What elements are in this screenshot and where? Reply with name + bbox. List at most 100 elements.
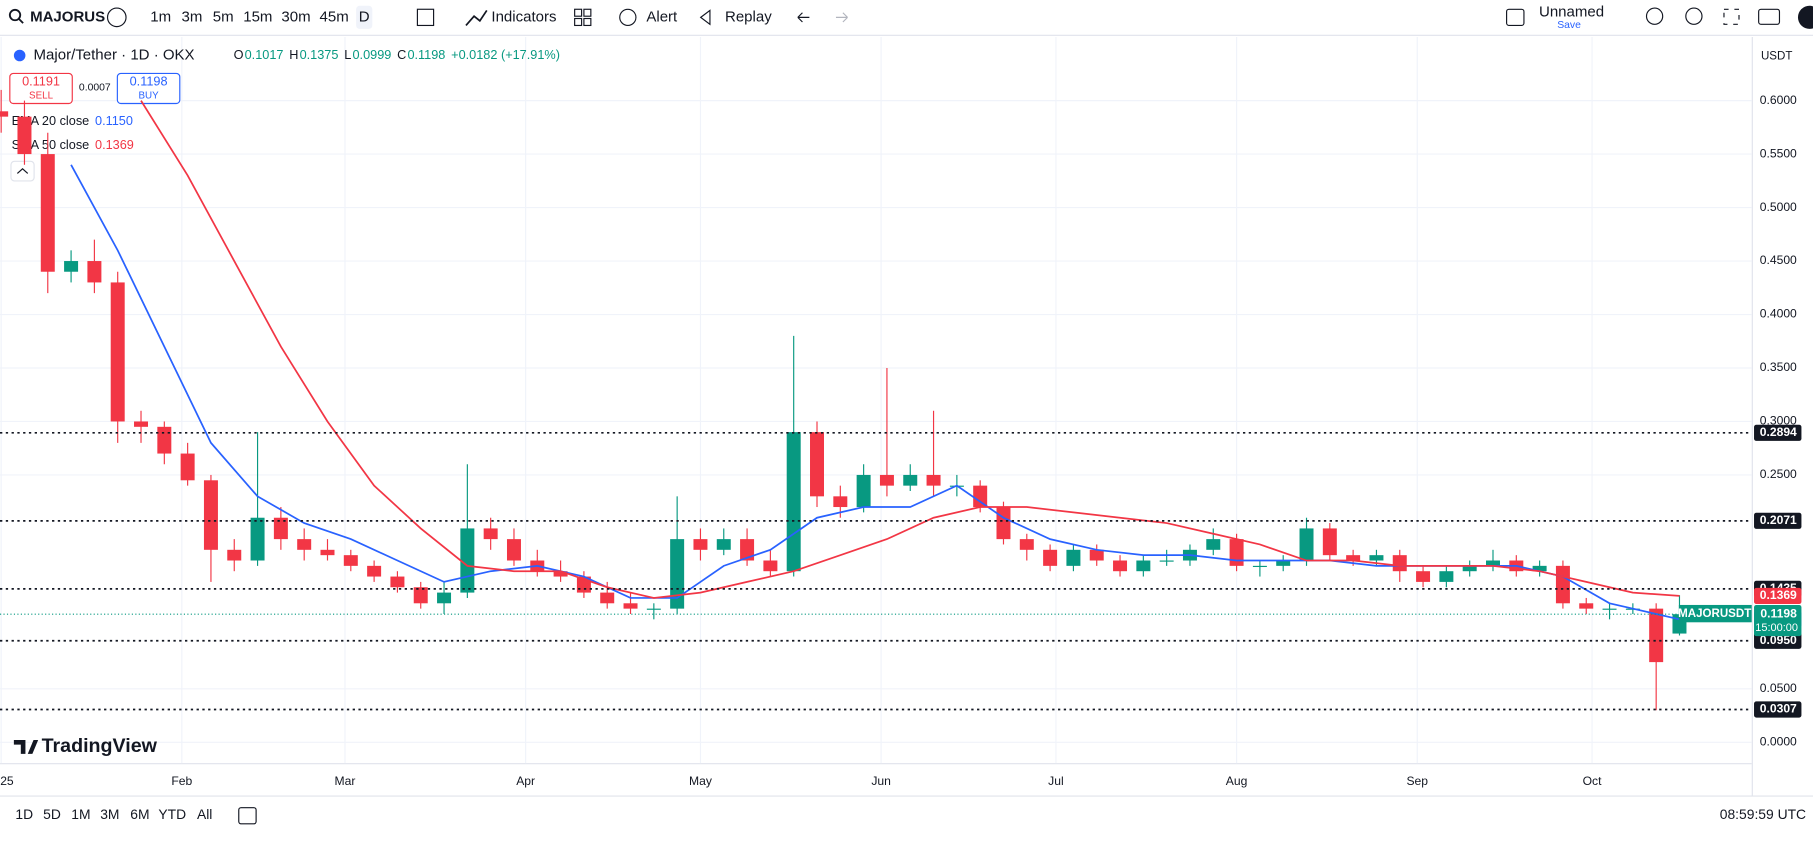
countdown: 15:00:00 <box>1755 622 1798 634</box>
interval[interactable]: 45m <box>320 8 349 25</box>
fullscreen[interactable] <box>1723 8 1740 25</box>
interval[interactable]: 3m <box>182 8 203 25</box>
y-tick-label: 0.3000 <box>1760 414 1797 428</box>
candle-body <box>1346 555 1361 561</box>
level-tag-label: 0.2894 <box>1760 425 1797 439</box>
buy-price[interactable]: 0.1198 <box>130 73 168 88</box>
candle-body <box>879 474 894 486</box>
range-button[interactable]: 1M <box>71 806 90 822</box>
candle-body <box>180 453 195 481</box>
candle-body <box>1532 565 1547 572</box>
replay-button[interactable]: Replay <box>725 8 772 25</box>
level-tag <box>1754 424 1802 441</box>
ohlc-label: L <box>344 47 351 62</box>
candle-body <box>1369 555 1384 561</box>
candle-body <box>1229 539 1244 566</box>
x-tick-label: Sep <box>1406 774 1428 788</box>
indicators-button[interactable]: Indicators <box>491 8 556 25</box>
candle-body <box>903 474 918 486</box>
x-tick-label: May <box>689 774 713 788</box>
candle-body <box>1159 560 1174 562</box>
indicators-icon <box>465 9 488 27</box>
candle-body <box>203 480 218 550</box>
level-tag-label: 0.0307 <box>1760 702 1797 716</box>
candle-body <box>1043 549 1058 566</box>
redo-icon[interactable] <box>835 12 848 23</box>
clock: 08:59:59 UTC <box>1720 806 1806 822</box>
range-button[interactable]: All <box>197 806 212 822</box>
level-tag-label: 0.0950 <box>1760 633 1797 647</box>
buy-label[interactable]: BUY <box>138 91 159 102</box>
interval-active <box>356 5 373 29</box>
interval[interactable]: 1m <box>150 8 171 25</box>
spread: 0.0007 <box>79 83 111 94</box>
interval[interactable]: D <box>359 8 370 25</box>
collapse-legend[interactable] <box>10 160 35 182</box>
sell-label[interactable]: SELL <box>29 91 54 102</box>
candle-body <box>273 517 288 540</box>
chart-type-icon[interactable] <box>416 8 435 27</box>
alert-button[interactable]: Alert <box>646 8 678 25</box>
last-price-tag <box>1754 604 1802 637</box>
legend-value: 0.1369 <box>95 137 134 152</box>
candle-body <box>413 587 428 604</box>
candle-body <box>1252 565 1267 568</box>
alert-icon[interactable] <box>619 8 637 27</box>
interval[interactable]: 5m <box>213 8 234 25</box>
add-symbol[interactable] <box>106 7 127 28</box>
date-range-icon[interactable] <box>238 807 257 825</box>
candle-body <box>1439 571 1454 582</box>
candle-body <box>1066 549 1081 566</box>
candle-body <box>693 539 708 550</box>
x-tick-label: Aug <box>1226 774 1248 788</box>
candle-body <box>1555 565 1570 604</box>
y-tick-label: 0.2500 <box>1760 467 1797 481</box>
candle-body <box>810 432 824 497</box>
level-tag <box>1754 701 1802 718</box>
undo-icon[interactable] <box>797 12 810 23</box>
layout-icon[interactable] <box>1506 8 1525 27</box>
y-tick-label: 0.0000 <box>1760 735 1797 749</box>
interval[interactable]: 15m <box>243 8 272 25</box>
watermark: TradingView <box>42 735 158 757</box>
interval[interactable]: 30m <box>281 8 310 25</box>
candle-body <box>250 517 265 561</box>
indicator-tag-label: 0.1369 <box>1760 588 1797 602</box>
candle-body <box>1136 560 1151 572</box>
screenshot[interactable] <box>1758 8 1781 25</box>
range-button[interactable]: 5D <box>43 806 61 822</box>
candle-body <box>343 555 358 566</box>
x-tick-label: 25 <box>0 774 14 788</box>
y-tick-label: 0.5000 <box>1760 200 1797 214</box>
sell-price[interactable]: 0.1191 <box>22 73 60 88</box>
candle-body <box>1579 603 1594 609</box>
avatar[interactable] <box>1797 5 1813 29</box>
search-icon <box>17 17 24 24</box>
candle-body <box>320 549 335 556</box>
candle-body <box>1602 608 1617 610</box>
replay-icon[interactable] <box>699 9 711 26</box>
candle-body <box>1392 555 1407 572</box>
candle-body <box>64 261 79 272</box>
candle-body <box>157 426 172 454</box>
ohlc-value: 0.1017 <box>245 47 284 62</box>
legend-value: 0.1150 <box>95 113 133 128</box>
templates-icon[interactable] <box>574 8 583 17</box>
range-button[interactable]: 6M <box>130 806 149 822</box>
range-button[interactable]: YTD <box>158 806 186 822</box>
search-tool[interactable] <box>1645 7 1664 25</box>
sell-button[interactable] <box>9 72 73 105</box>
candle-body <box>553 571 568 577</box>
symbol[interactable]: MAJORUS <box>30 8 105 25</box>
candle-body <box>1322 528 1337 556</box>
candle-body <box>740 539 755 561</box>
layout-name[interactable]: Unnamed <box>1539 4 1604 21</box>
save-button[interactable]: Save <box>1557 20 1581 31</box>
currency[interactable]: USDT <box>1761 51 1792 63</box>
settings[interactable] <box>1685 7 1703 25</box>
search-icon[interactable] <box>8 8 22 22</box>
range-button[interactable]: 3M <box>100 806 119 822</box>
range-button[interactable]: 1D <box>15 806 33 822</box>
buy-button[interactable] <box>116 72 181 105</box>
